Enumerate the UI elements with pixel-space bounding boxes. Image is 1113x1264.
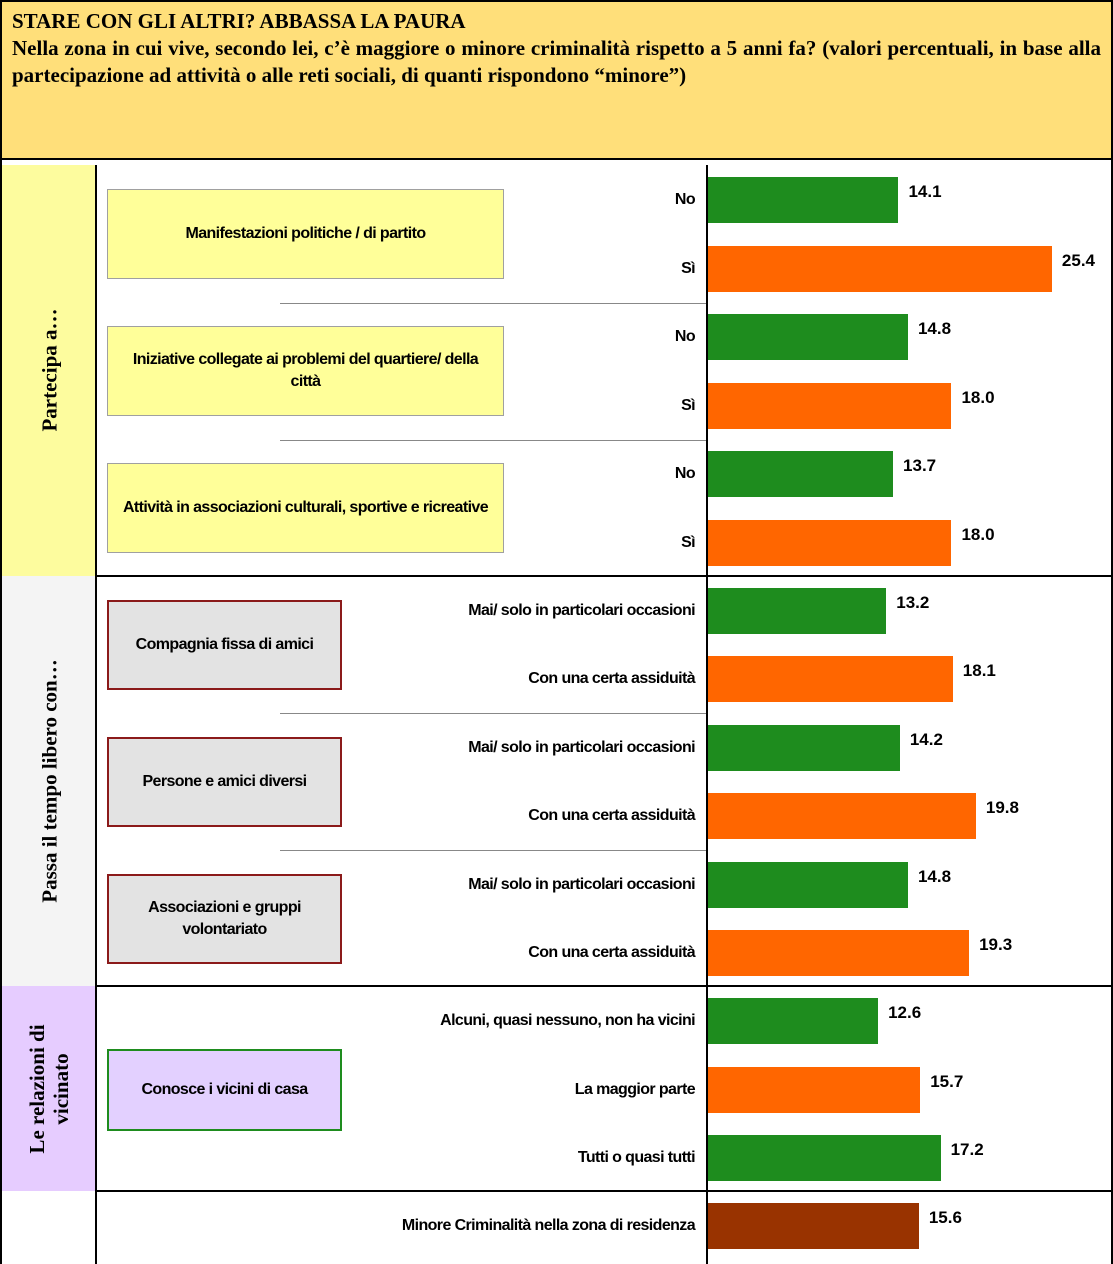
- bar: [707, 724, 900, 771]
- bar: [707, 177, 899, 223]
- bar-label: Sì: [681, 259, 696, 277]
- section-label: Le relazioni di vicinato: [25, 1023, 73, 1154]
- bar: [707, 1203, 919, 1249]
- value-label: 13.7: [903, 456, 937, 475]
- bar-label: Mai/ solo in particolari occasioni: [468, 875, 695, 893]
- group-separator: [280, 439, 707, 441]
- value-label: 19.3: [979, 935, 1013, 954]
- section-label: Partecipa a…: [37, 308, 61, 432]
- bar-label: La maggior parte: [574, 1080, 696, 1098]
- value-label: 13.2: [896, 592, 930, 612]
- bar: [707, 519, 952, 566]
- bar: [707, 314, 908, 360]
- group-label: Attività in associazioni culturali, spor…: [107, 463, 504, 554]
- value-label: 14.1: [908, 182, 942, 201]
- group-label: Manifestazioni politiche / di partito: [107, 189, 504, 280]
- bar: [707, 1135, 941, 1181]
- value-label: 14.2: [909, 729, 943, 749]
- section-separator: [97, 574, 1111, 577]
- value-label: 15.7: [930, 1071, 964, 1091]
- bar: [707, 382, 952, 429]
- group-separator: [280, 302, 707, 304]
- section-separator: [97, 1190, 1111, 1192]
- bar-label: Con una certa assiduità: [528, 670, 695, 687]
- group-label: Compagnia fissa di amici: [107, 599, 342, 690]
- bar: [707, 245, 1052, 292]
- bar: [707, 451, 894, 497]
- value-label: 25.4: [1061, 250, 1096, 270]
- bar-label: No: [674, 465, 696, 482]
- subtitle: Nella zona in cui vive, secondo lei, c’è…: [12, 36, 1101, 87]
- bar-label: Tutti o quasi tutti: [577, 1149, 696, 1166]
- bar-label: Sì: [681, 533, 696, 551]
- title: STARE CON GLI ALTRI? ABBASSA LA PAURA: [12, 9, 466, 33]
- value-label: 14.8: [917, 319, 952, 338]
- bar: [707, 656, 953, 702]
- bar-label: Con una certa assiduità: [528, 807, 695, 824]
- axis-line: [706, 165, 708, 1264]
- header: STARE CON GLI ALTRI? ABBASSA LA PAURA Ne…: [2, 2, 1111, 160]
- bar-label: Con una certa assiduità: [528, 944, 695, 961]
- bar-label: Alcuni, quasi nessuno, non ha vicini: [440, 1012, 695, 1029]
- bar-label: No: [674, 328, 696, 345]
- value-label: 19.8: [985, 798, 1019, 817]
- value-label: 17.2: [950, 1140, 984, 1159]
- bar: [707, 930, 970, 976]
- section-label: Passa il tempo libero con…: [37, 659, 61, 903]
- bar: [707, 1066, 921, 1113]
- section-separator: [97, 985, 1111, 987]
- section-background: [2, 1191, 97, 1264]
- bar-label: No: [674, 191, 696, 208]
- section-background: [2, 165, 97, 576]
- bar-label: Minore Criminalità nella zona di residen…: [401, 1217, 696, 1234]
- value-label: 18.0: [961, 387, 995, 407]
- bar-label: Sì: [681, 396, 696, 414]
- group-label: Conosce i vicini di casa: [107, 1048, 342, 1131]
- section-background: [2, 986, 97, 1191]
- bar-label: Mai/ solo in particolari occasioni: [468, 738, 695, 756]
- value-label: 18.0: [961, 524, 995, 544]
- bar-label: Mai/ solo in particolari occasioni: [468, 601, 695, 619]
- group-separator: [280, 713, 707, 715]
- bar: [707, 587, 887, 634]
- group-label: Persone e amici diversi: [107, 736, 342, 827]
- value-label: 14.8: [917, 866, 952, 886]
- bar: [707, 998, 879, 1044]
- group-label: Iniziative collegate ai problemi del qua…: [107, 326, 504, 417]
- bar: [707, 861, 908, 908]
- value-label: 12.6: [888, 1003, 922, 1022]
- bar: [707, 793, 976, 839]
- value-label: 15.6: [928, 1208, 962, 1227]
- group-separator: [280, 850, 707, 852]
- group-label: Associazioni e gruppi volontariato: [107, 873, 342, 964]
- section-background: [2, 575, 97, 986]
- value-label: 18.1: [962, 661, 996, 680]
